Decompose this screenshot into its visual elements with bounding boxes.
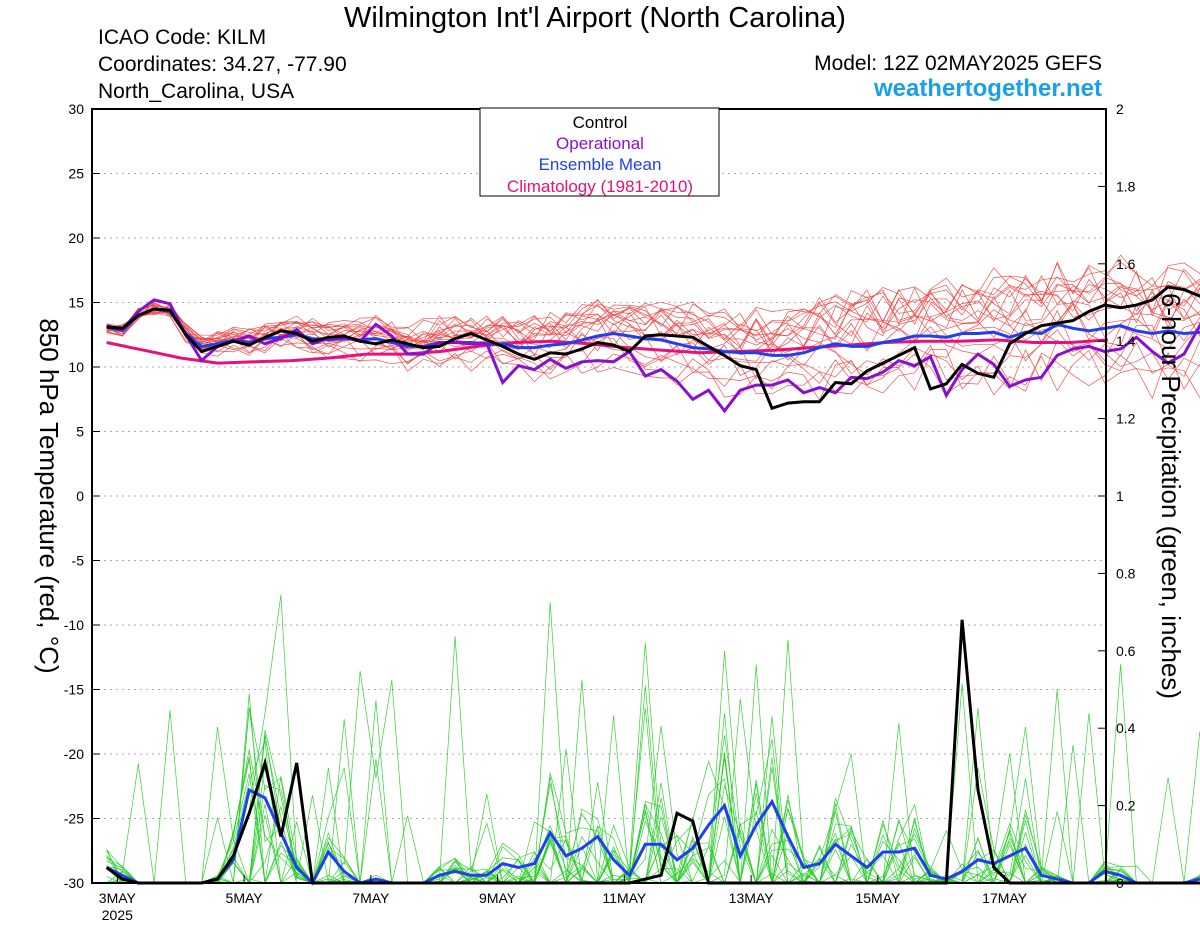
x-tick-label: 11MAY <box>602 890 646 906</box>
y-axis-left-label: 850 hPa Temperature (red, °C) <box>34 318 64 673</box>
x-tick-label: 15MAY <box>855 890 901 906</box>
page-title: Wilmington Int'l Airport (North Carolina… <box>344 2 846 34</box>
y-tick-label: -20 <box>64 746 84 762</box>
x-tick-year: 2025 <box>102 907 133 923</box>
y2-tick-label: 1.6 <box>1116 256 1136 272</box>
x-tick-label: 17MAY <box>982 890 1028 906</box>
temp-member-line <box>106 305 1200 400</box>
temp-member-line <box>106 261 1200 343</box>
y2-tick-label: 1 <box>1116 488 1124 504</box>
y2-tick-label: 1.8 <box>1116 178 1136 194</box>
y2-tick-label: 0.8 <box>1116 565 1136 581</box>
y-tick-label: 0 <box>76 488 84 504</box>
y2-tick-label: 1.2 <box>1116 411 1136 427</box>
y-tick-label: 25 <box>68 166 84 182</box>
temp-operational-line <box>106 298 1200 414</box>
location: North_Carolina, USA <box>98 80 295 103</box>
y2-tick-label: 0.2 <box>1116 798 1136 814</box>
icao-code: ICAO Code: KILM <box>98 26 267 49</box>
y-axis-right-label: 6-hour Precipitation (green, inches) <box>1156 293 1186 699</box>
y-tick-label: 5 <box>76 424 84 440</box>
legend-control: Control <box>573 113 628 132</box>
coordinates: Coordinates: 34.27, -77.90 <box>98 53 347 76</box>
legend: Control Operational Ensemble Mean Climat… <box>479 107 720 197</box>
climatology-line <box>106 338 1109 365</box>
precip-member-line <box>106 683 1200 884</box>
axis-ticks: 302520151050-5-10-15-20-25-3021.81.61.41… <box>64 101 1136 923</box>
y-tick-label: -10 <box>64 617 84 633</box>
main-series <box>105 285 1200 886</box>
x-tick-label: 5MAY <box>226 890 264 906</box>
temp-member-line <box>106 307 1200 394</box>
precip-member-line <box>106 773 1200 885</box>
y2-tick-label: 0 <box>1116 875 1124 891</box>
temp-control-line <box>106 285 1200 411</box>
y-tick-label: -15 <box>64 682 84 698</box>
y-tick-label: 10 <box>68 359 84 375</box>
legend-operational: Operational <box>556 134 644 153</box>
temp-member-line <box>106 296 1200 353</box>
precip-member-line <box>106 679 1200 884</box>
y-tick-label: -25 <box>64 811 84 827</box>
legend-ensemble-mean: Ensemble Mean <box>539 155 662 174</box>
x-tick-label: 13MAY <box>729 890 775 906</box>
legend-box <box>479 107 720 197</box>
x-tick-label: 9MAY <box>479 890 517 906</box>
model-run: Model: 12Z 02MAY2025 GEFS <box>814 52 1102 75</box>
temp-member-line <box>106 281 1200 356</box>
y-tick-label: 30 <box>68 101 84 117</box>
temp-member-line <box>106 274 1200 347</box>
temp-member-line <box>106 299 1200 357</box>
y2-tick-label: 0.4 <box>1116 720 1136 736</box>
site-link[interactable]: weathertogether.net <box>873 75 1102 102</box>
grid-lines <box>92 173 1106 819</box>
y-tick-label: -30 <box>64 875 84 891</box>
y-tick-label: 15 <box>68 295 84 311</box>
x-tick-label: 7MAY <box>352 890 390 906</box>
y2-tick-label: 2 <box>1116 101 1124 117</box>
temp-member-line <box>106 270 1200 350</box>
y2-tick-label: 0.6 <box>1116 643 1136 659</box>
legend-climatology: Climatology (1981-2010) <box>507 177 693 196</box>
y-tick-label: -5 <box>72 553 85 569</box>
y2-tick-label: 1.4 <box>1116 333 1136 349</box>
temp-member-line <box>106 266 1200 344</box>
precip-member-line <box>106 726 1200 884</box>
temp-member-line <box>106 311 1200 402</box>
precip-member-line <box>106 713 1200 884</box>
temp-ensemble-mean-line <box>106 307 1200 357</box>
precip-ensemble-mean-line <box>105 787 1200 886</box>
precip-members <box>106 594 1200 885</box>
y-tick-label: 20 <box>68 230 84 246</box>
x-tick-label: 3MAY <box>99 890 137 906</box>
